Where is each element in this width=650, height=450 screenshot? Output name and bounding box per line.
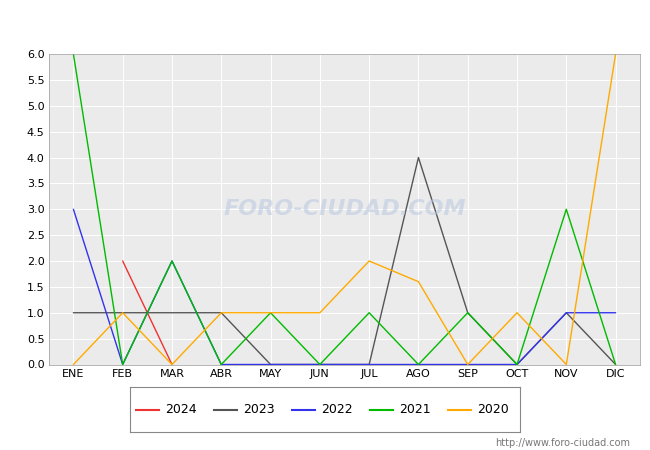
Text: 2021: 2021 — [399, 403, 431, 416]
Text: 2020: 2020 — [477, 403, 509, 416]
Text: Matriculaciones de Vehiculos en Villazala: Matriculaciones de Vehiculos en Villazal… — [155, 14, 495, 32]
Text: FORO-CIUDAD.COM: FORO-CIUDAD.COM — [223, 199, 466, 219]
Text: 2024: 2024 — [165, 403, 197, 416]
Text: 2022: 2022 — [321, 403, 353, 416]
Text: 2023: 2023 — [243, 403, 275, 416]
Text: http://www.foro-ciudad.com: http://www.foro-ciudad.com — [495, 438, 630, 448]
